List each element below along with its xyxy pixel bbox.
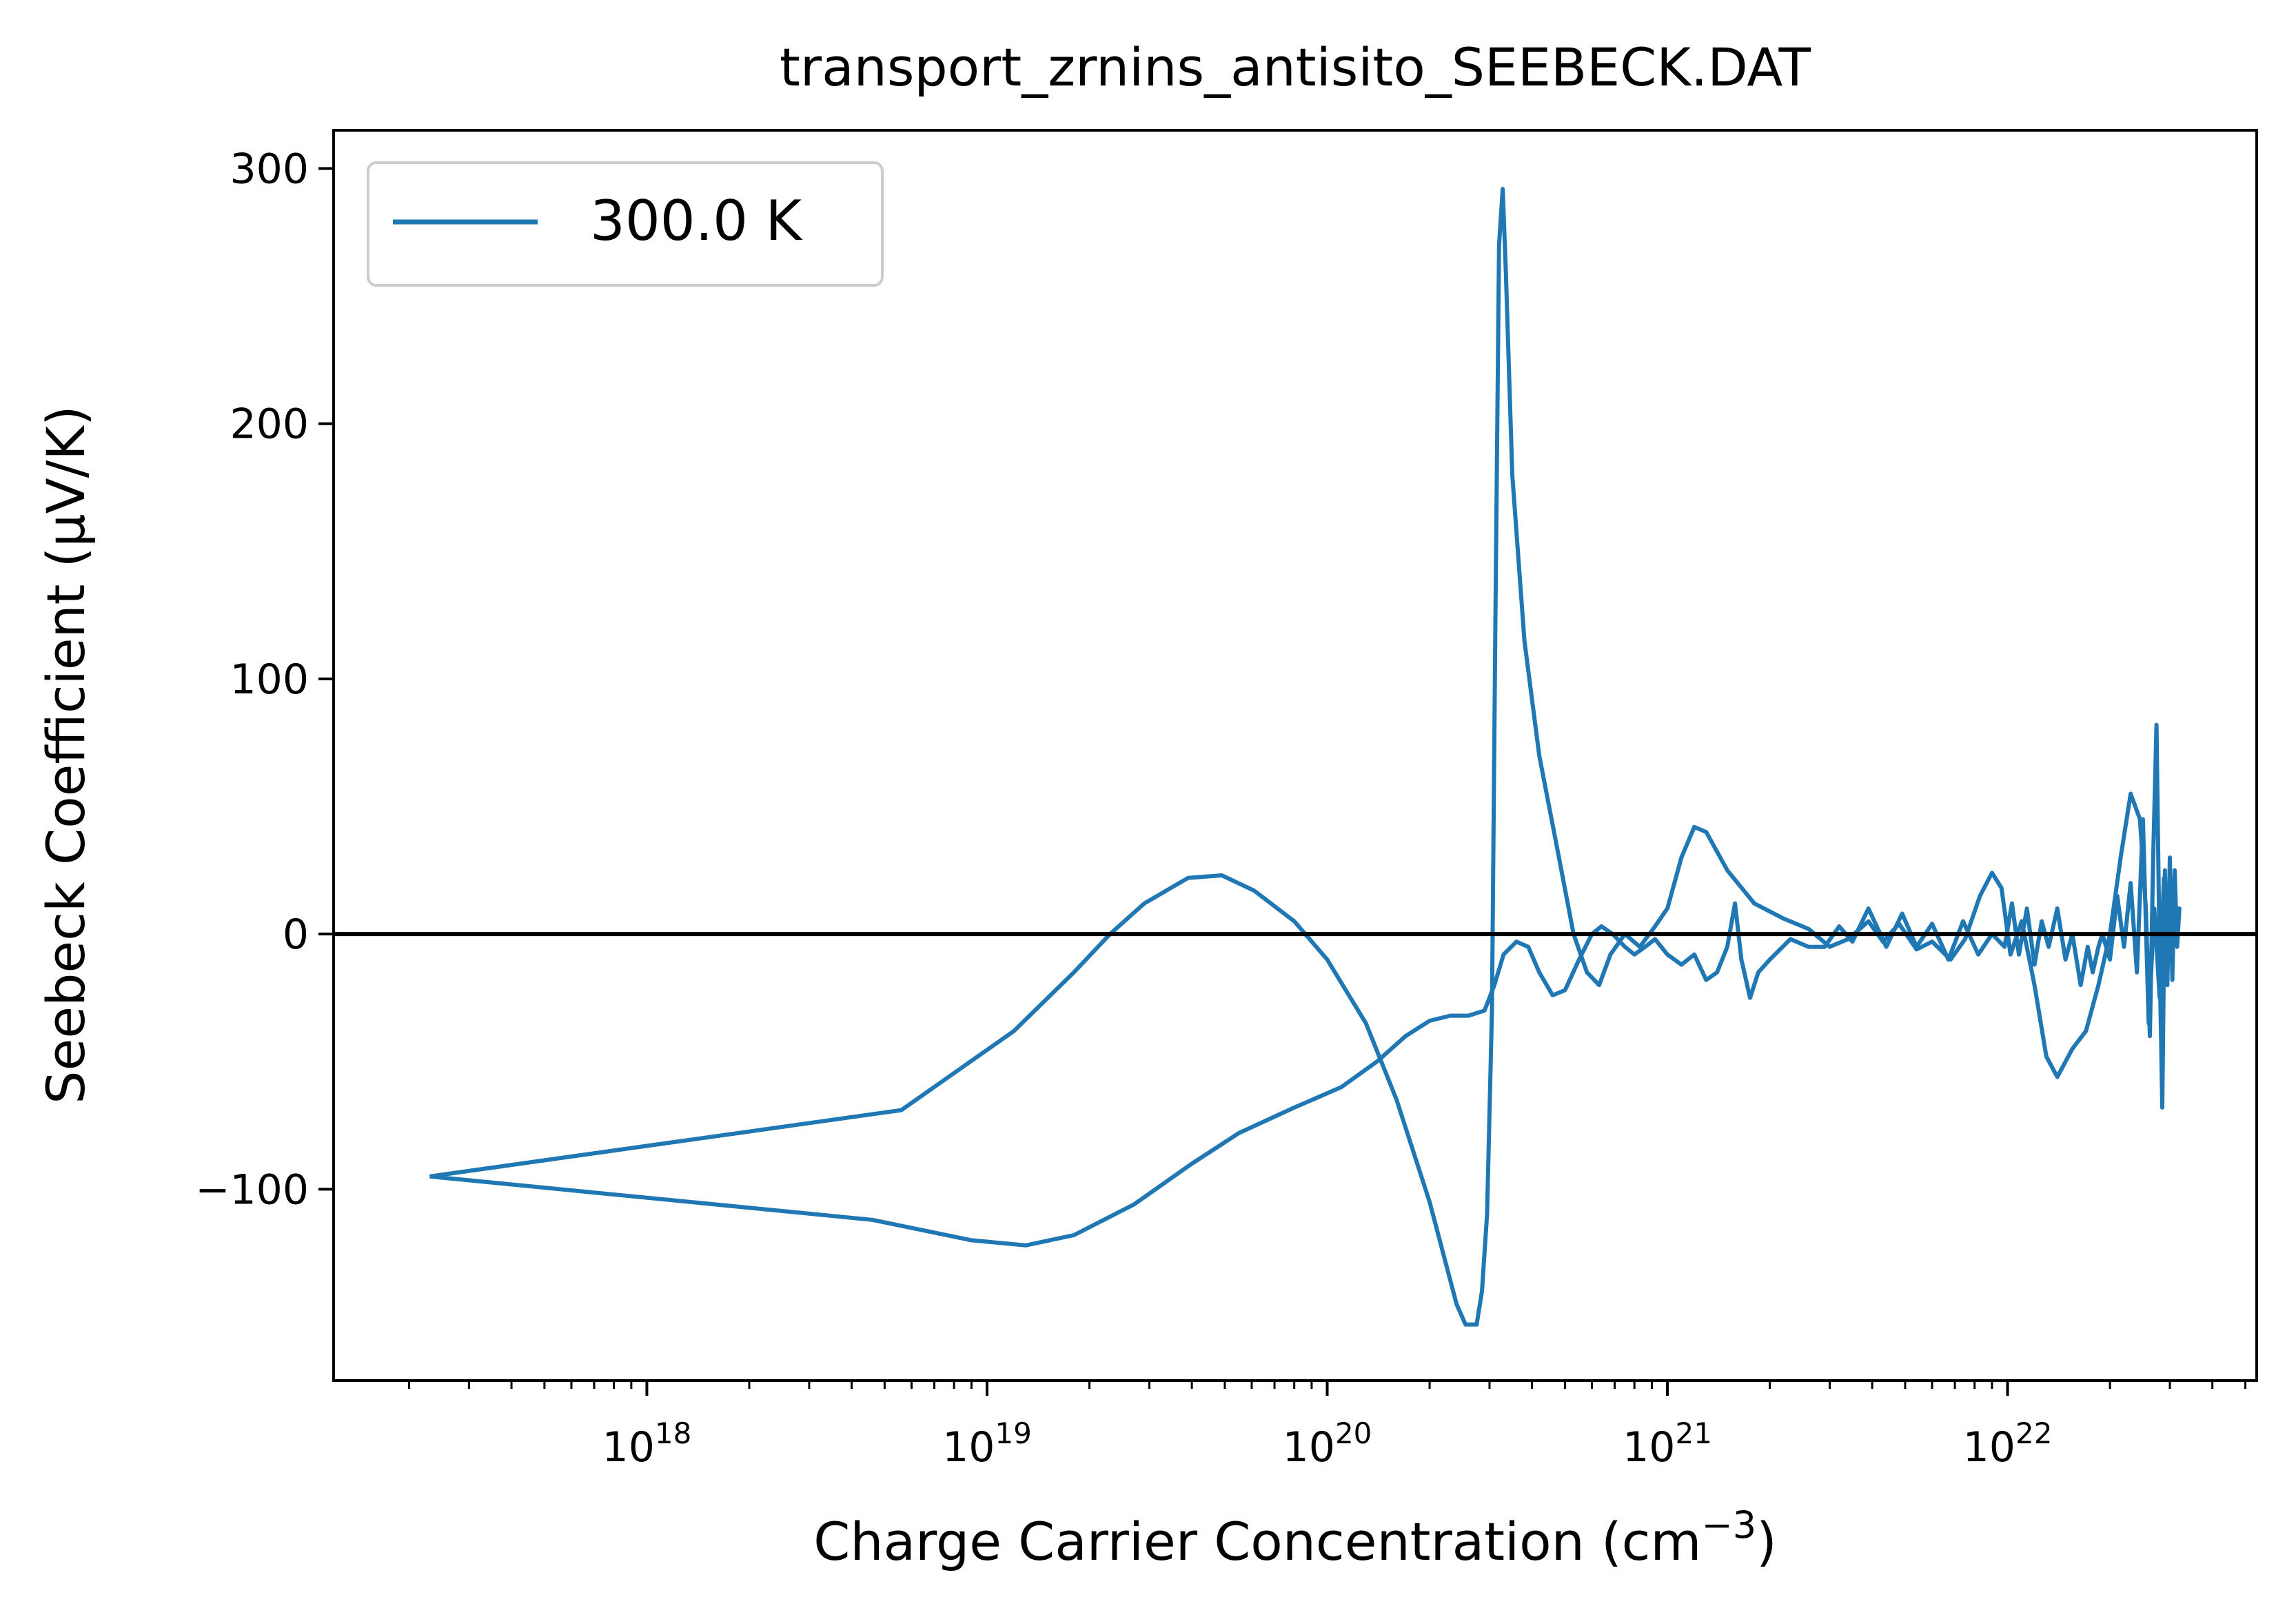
x-tick-label: 1019 (942, 1416, 1032, 1472)
y-tick-label: 100 (230, 655, 309, 704)
x-tick-label: 1021 (1623, 1416, 1712, 1472)
x-axis-ticks: 1018 1019 1020 1021 1022 (407, 1381, 2247, 1472)
x-axis-label: Charge Carrier Concentration (cm−3) (813, 1503, 1776, 1572)
x-tick-label: 1018 (602, 1416, 692, 1472)
legend: 300.0 K (367, 161, 884, 287)
y-tick-label: 200 (230, 400, 309, 449)
x-tick-label-base: 10 (1623, 1423, 1675, 1472)
x-tick-label-base: 10 (602, 1423, 655, 1472)
x-tick-label-exponent: 20 (1335, 1416, 1372, 1450)
x-tick-label: 1022 (1963, 1416, 2053, 1472)
x-axis-label-close: ) (1756, 1511, 1777, 1572)
x-tick-label-base: 10 (1283, 1423, 1335, 1472)
x-axis-label-text: Charge Carrier Concentration (cm (813, 1511, 1701, 1572)
y-tick-label: 0 (283, 911, 309, 959)
y-axis-label: Seebeck Coefficient (μV/K) (35, 405, 96, 1104)
x-tick-label-base: 10 (1963, 1423, 2015, 1472)
y-axis-ticks: −100 0 100 200 300 (195, 145, 334, 1214)
series-line-0 (429, 187, 2182, 1327)
x-tick-label-exponent: 21 (1675, 1416, 1711, 1450)
plot-area (334, 187, 2257, 1327)
x-tick-label-base: 10 (942, 1423, 995, 1472)
legend-label: 300.0 K (590, 189, 803, 253)
y-tick-label: 300 (230, 145, 309, 194)
x-tick-label-exponent: 18 (655, 1416, 691, 1450)
x-axis-label-exponent: −3 (1701, 1503, 1756, 1547)
legend-box (367, 161, 884, 287)
x-tick-label-exponent: 19 (995, 1416, 1031, 1450)
x-tick-label-exponent: 22 (2015, 1416, 2052, 1450)
x-tick-label: 1020 (1283, 1416, 1372, 1472)
chart-title: transport_zrnins_antisito_SEEBECK.DAT (780, 37, 1811, 98)
y-tick-label: −100 (195, 1166, 309, 1214)
